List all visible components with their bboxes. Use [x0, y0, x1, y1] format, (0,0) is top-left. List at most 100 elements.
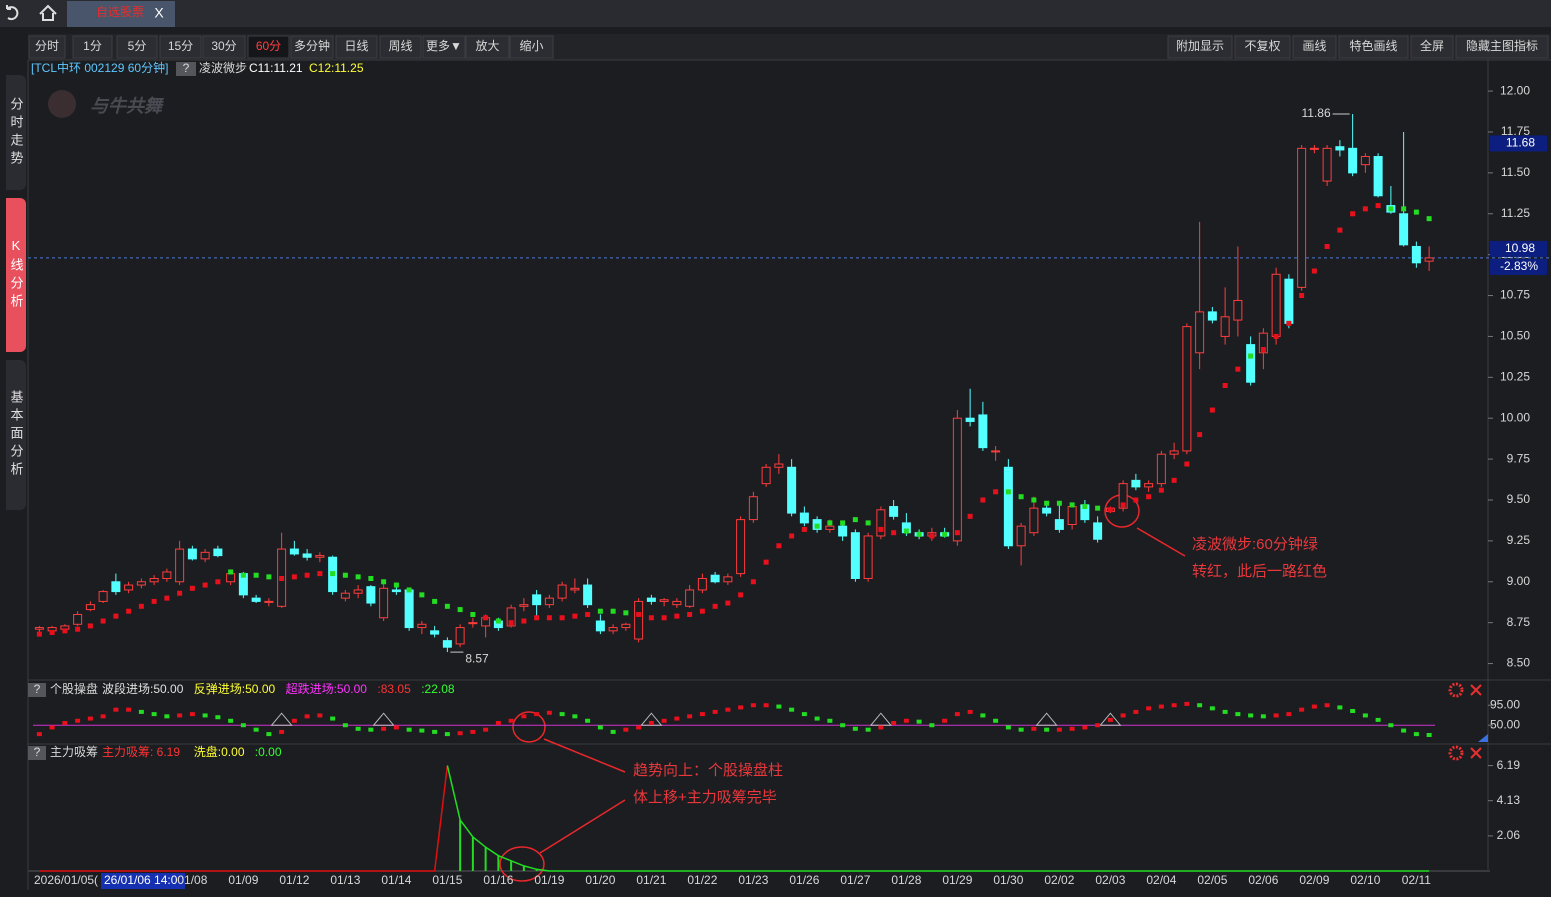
toolbar-button-label: 更多▼	[426, 39, 462, 53]
indicator-line	[459, 819, 1430, 872]
candle-body	[748, 496, 758, 521]
toolbar-button[interactable]	[422, 35, 466, 59]
candle-body	[506, 607, 516, 627]
toolbar-button[interactable]	[1338, 35, 1409, 59]
candle-body	[1233, 299, 1243, 321]
candle-body	[952, 417, 962, 542]
toolbar-button[interactable]	[465, 35, 510, 59]
signal-triangle	[869, 712, 892, 726]
indicator-dot	[393, 725, 399, 730]
indicator-dot	[1401, 206, 1407, 212]
indicator-dot	[623, 610, 629, 616]
side-tab[interactable]: 基本面分析	[6, 360, 26, 510]
candle-body	[391, 589, 401, 593]
close-icon[interactable]	[1470, 684, 1482, 696]
candle-body	[1246, 344, 1256, 383]
toolbar-button[interactable]	[116, 35, 158, 59]
indicator-dot	[750, 579, 756, 585]
toolbar-button[interactable]	[159, 35, 202, 59]
indicator-dot	[1311, 704, 1317, 709]
indicator-dot	[916, 531, 922, 537]
indicator-dot	[1260, 347, 1266, 353]
toolbar-button[interactable]	[379, 35, 422, 59]
back-icon[interactable]	[6, 5, 19, 21]
indicator-dot	[636, 611, 642, 617]
indicator-dot	[1248, 713, 1254, 718]
candle-body	[544, 597, 554, 606]
toolbar-button[interactable]	[247, 35, 290, 59]
indicator-dot	[559, 712, 565, 717]
indicator-dot	[342, 723, 348, 728]
toolbar-button-label: 15分	[168, 39, 193, 53]
help-box[interactable]	[28, 746, 46, 760]
candle-body	[1093, 522, 1103, 540]
toolbar-button-label: 特色画线	[1349, 38, 1397, 53]
toolbar-button[interactable]	[509, 35, 554, 59]
tab-label: 自选股票	[96, 5, 144, 19]
y-tick-label: 2.06	[1497, 828, 1521, 842]
toolbar-button[interactable]	[1410, 35, 1454, 59]
indicator-dot	[572, 613, 578, 619]
home-icon[interactable]	[39, 4, 57, 21]
toolbar-button[interactable]	[202, 35, 246, 59]
indicator-dot	[1005, 489, 1011, 495]
panel-legend: :83.05	[377, 682, 411, 696]
candle-body	[417, 623, 427, 629]
indicator-dot	[279, 729, 285, 734]
candle-body	[1424, 257, 1434, 262]
annotation: 体上移+主力吸筹完毕	[633, 789, 777, 806]
indicator-dot	[967, 513, 973, 519]
toolbar-button[interactable]	[72, 35, 113, 59]
y-tick-label: 9.75	[1507, 451, 1531, 465]
candle-body	[787, 466, 797, 514]
settings-icon[interactable]	[1448, 682, 1464, 698]
indicator-dot	[317, 571, 323, 577]
resize-handle[interactable]	[1478, 734, 1488, 742]
indicator-dot	[381, 579, 387, 585]
toolbar-button[interactable]	[1234, 35, 1291, 59]
x-tick-label: 01/27	[840, 873, 870, 887]
highlight-circle	[499, 846, 545, 882]
price-box	[1490, 135, 1547, 152]
toolbar-button-label: 放大	[475, 38, 499, 53]
settings-icon[interactable]	[1448, 745, 1464, 761]
help-box[interactable]	[28, 683, 46, 697]
indicator-dot	[177, 590, 183, 596]
indicator-dot	[814, 716, 820, 721]
indicator-name: 凌波微步	[199, 61, 247, 75]
indicator-dot	[330, 716, 336, 721]
toolbar-button[interactable]	[28, 35, 66, 59]
indicator-dot	[776, 543, 782, 549]
side-tab[interactable]: 分时走势	[6, 75, 26, 190]
tab-close[interactable]: X	[154, 5, 164, 21]
tab[interactable]	[67, 1, 175, 27]
toolbar-button[interactable]	[1455, 35, 1549, 59]
x-tick-label: 01/28	[891, 873, 921, 887]
toolbar-button[interactable]	[1167, 35, 1233, 59]
toolbar-button[interactable]	[1292, 35, 1337, 59]
callout-line	[1136, 527, 1186, 557]
indicator-dot	[674, 716, 680, 721]
indicator-dot	[776, 704, 782, 709]
toolbar-button[interactable]	[335, 35, 378, 59]
y-tick-label: 6.19	[1497, 758, 1521, 772]
indicator-dot	[763, 559, 769, 565]
close-icon[interactable]	[1470, 747, 1482, 759]
indicator-dot	[1388, 206, 1394, 212]
indicator-dot	[597, 608, 603, 614]
candle-body	[187, 548, 197, 560]
indicator-dot	[1107, 717, 1113, 722]
indicator-dot	[355, 574, 361, 580]
annotation: 转红，此后一路红色	[1192, 563, 1327, 580]
indicator-dot	[508, 718, 514, 723]
toolbar-button[interactable]	[290, 35, 334, 59]
candle-body	[353, 589, 363, 594]
x-tick-label: 01/26	[789, 873, 819, 887]
indicator-dot	[406, 727, 412, 732]
indicator-dot	[304, 572, 310, 578]
help-box[interactable]	[176, 62, 196, 76]
indicator-dot	[840, 520, 846, 526]
side-tab[interactable]: K线分析	[6, 198, 26, 352]
candle-body	[34, 627, 44, 630]
y-tick-label: 10.50	[1500, 329, 1530, 343]
